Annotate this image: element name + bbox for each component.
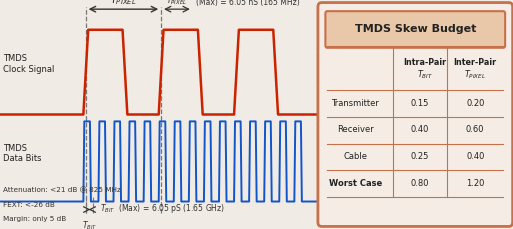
Text: Transmitter: Transmitter	[331, 99, 379, 108]
Text: Intra-Pair
$T_{BIT}$: Intra-Pair $T_{BIT}$	[403, 58, 446, 81]
Text: FEXT: <-26 dB: FEXT: <-26 dB	[3, 202, 55, 207]
Text: 0.25: 0.25	[411, 153, 429, 161]
Text: TMDS Skew Budget: TMDS Skew Budget	[354, 25, 476, 35]
Text: Inter-Pair
$T_{PIXEL}$: Inter-Pair $T_{PIXEL}$	[453, 58, 497, 81]
Text: Cable: Cable	[343, 153, 367, 161]
Text: 0.40: 0.40	[466, 153, 484, 161]
Text: 0.80: 0.80	[411, 179, 429, 188]
Text: 0.40: 0.40	[411, 125, 429, 134]
Text: Attenuation: <21 dB @ 825 MHz: Attenuation: <21 dB @ 825 MHz	[3, 187, 121, 193]
Text: $T_{PIXEL}$: $T_{PIXEL}$	[110, 0, 136, 7]
Text: $T_{PIXEL}$: $T_{PIXEL}$	[166, 0, 188, 7]
Text: TMDS
Clock Signal: TMDS Clock Signal	[3, 55, 54, 74]
Text: TMDS
Data Bits: TMDS Data Bits	[3, 144, 42, 163]
FancyBboxPatch shape	[318, 3, 512, 226]
Text: 0.15: 0.15	[411, 99, 429, 108]
FancyBboxPatch shape	[325, 11, 505, 48]
Text: 0.60: 0.60	[466, 125, 484, 134]
Text: Worst Case: Worst Case	[329, 179, 382, 188]
Text: (Max) = 6.05 nS (165 MHz): (Max) = 6.05 nS (165 MHz)	[196, 0, 300, 7]
Text: 1.20: 1.20	[466, 179, 484, 188]
Text: $T_{BIT}$
or 1 Unit: $T_{BIT}$ or 1 Unit	[73, 220, 106, 229]
Text: $T_{BIT}$  (Max) = 6.05 pS (1.65 GHz): $T_{BIT}$ (Max) = 6.05 pS (1.65 GHz)	[100, 202, 225, 215]
Text: 0.20: 0.20	[466, 99, 484, 108]
Text: Margin: only 5 dB: Margin: only 5 dB	[3, 216, 67, 222]
Text: Receiver: Receiver	[337, 125, 374, 134]
